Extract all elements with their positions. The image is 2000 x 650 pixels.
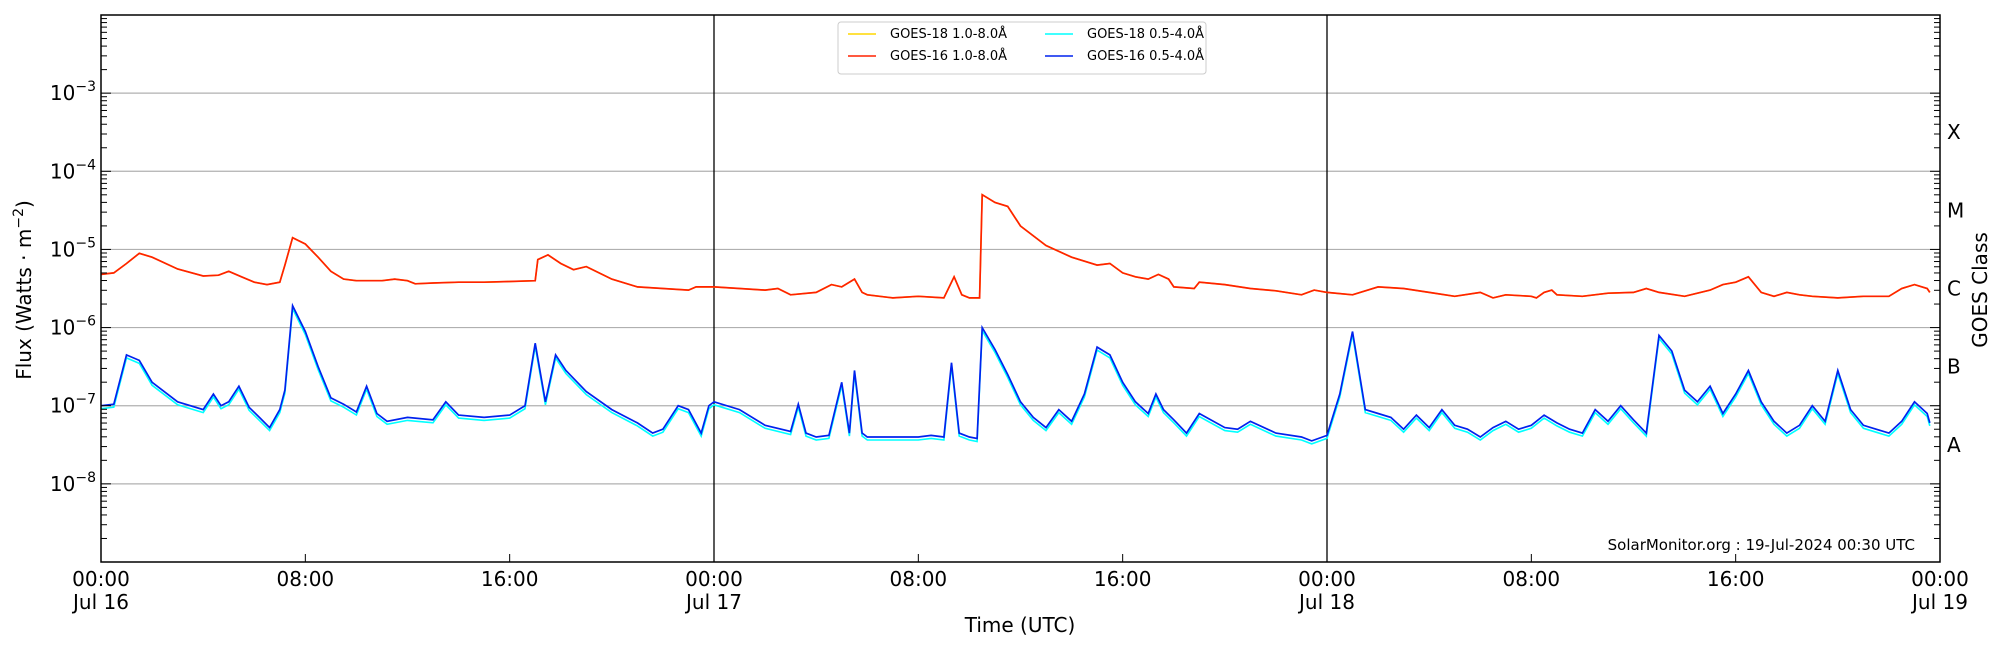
x-tick-date: Jul 16 [71, 590, 129, 614]
x-tick-time: 08:00 [890, 567, 948, 591]
goes-class-b: B [1947, 355, 1961, 379]
x-axis-label: Time (UTC) [964, 613, 1076, 637]
series-line [100, 302, 1931, 442]
x-tick-time: 00:00 [72, 567, 130, 591]
legend-box [837, 21, 1207, 75]
goes-class-m: M [1947, 198, 1964, 222]
y-axis-ticks: 10−3 10−4 10−5 10−6 10−7 10−8 [50, 18, 1940, 563]
legend: GOES-18 1.0-8.0Å GOES-18 0.5-4.0Å GOES-16 … [837, 21, 1207, 75]
y-tick-label: 10−7 [50, 392, 96, 418]
series-goes18-long [100, 193, 1931, 299]
x-tick-time: 08:00 [277, 567, 335, 591]
x-tick-date: Jul 18 [1297, 590, 1355, 614]
legend-label: GOES-18 0.5-4.0Å [1087, 26, 1204, 42]
goes-class-labels: X M C B A [1947, 120, 1964, 457]
x-tick-date: Jul 17 [684, 590, 742, 614]
x-tick-date: Jul 19 [1910, 590, 1968, 614]
legend-label: GOES-18 1.0-8.0Å [890, 26, 1007, 42]
x-tick-time: 00:00 [1911, 567, 1969, 591]
y-axis-label: Flux (Watts · m−2) [11, 200, 36, 380]
day-boundary-lines [713, 15, 1328, 562]
x-tick-time: 00:00 [1298, 567, 1356, 591]
data-series [100, 193, 1931, 445]
y-tick-label: 10−3 [50, 79, 96, 105]
series-goes18-short [100, 305, 1931, 445]
goes-class-x: X [1947, 120, 1961, 144]
x-tick-time: 16:00 [1094, 567, 1152, 591]
goes-class-c: C [1947, 277, 1961, 301]
y-tick-label: 10−8 [50, 470, 96, 496]
goes-class-a: A [1947, 433, 1961, 457]
legend-label: GOES-16 0.5-4.0Å [1087, 48, 1204, 64]
gridlines [101, 92, 1940, 485]
y-tick-label: 10−4 [50, 157, 96, 183]
y-axis-right-label: GOES Class [1968, 232, 1992, 348]
y-tick-label: 10−6 [50, 314, 96, 340]
x-tick-time: 16:00 [481, 567, 539, 591]
y-tick-label: 10−5 [50, 235, 96, 261]
legend-label: GOES-16 1.0-8.0Å [890, 48, 1007, 64]
x-tick-time: 00:00 [685, 567, 743, 591]
credit-text: SolarMonitor.org : 19-Jul-2024 00:30 UTC [1608, 536, 1915, 554]
plot-frame [100, 14, 1941, 563]
series-line [100, 193, 1931, 299]
x-tick-time: 16:00 [1707, 567, 1765, 591]
x-tick-time: 08:00 [1503, 567, 1561, 591]
